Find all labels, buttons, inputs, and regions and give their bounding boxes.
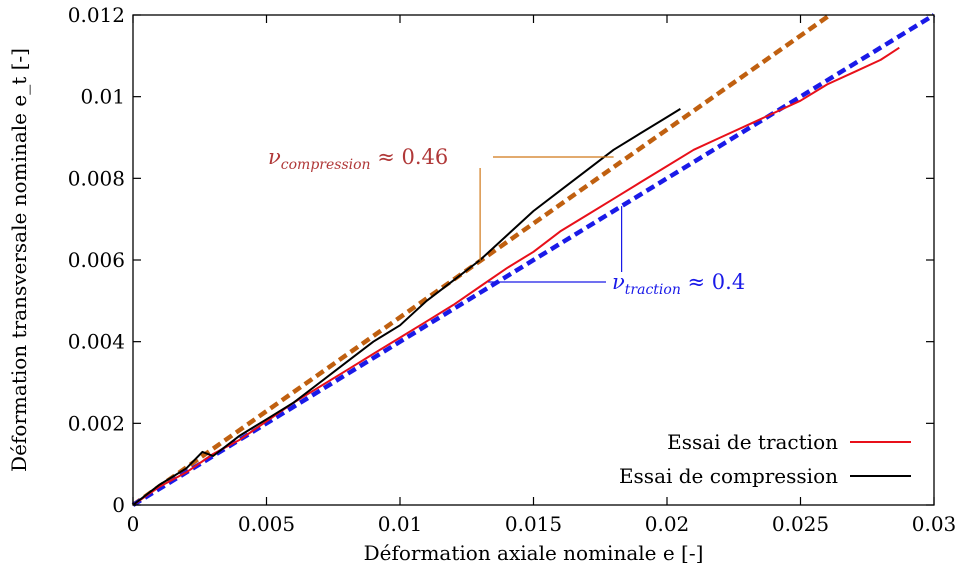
y-tick-label: 0.002 [68, 411, 125, 435]
x-tick-label: 0 [127, 512, 140, 536]
y-tick-label: 0.01 [80, 85, 125, 109]
x-tick-label: 0.005 [238, 512, 295, 536]
y-tick-label: 0.006 [68, 248, 125, 272]
x-tick-label: 0.025 [772, 512, 829, 536]
axis-ticks-layer: 0 0.005 0.01 0.015 0.02 0.025 0.03 0 0.002 0.004 0… [68, 3, 957, 536]
annotation-traction-label: νtraction ≈ 0.4 [612, 270, 745, 298]
legend: Essai de traction Essai de compression [619, 430, 911, 488]
annotation-compression-label: νcompression ≈ 0.46 [268, 145, 448, 173]
data-series-layer [132, 46, 900, 506]
series-line-1 [132, 108, 681, 506]
annotations-layer: νcompression ≈ 0.46 νtraction ≈ 0.4 [268, 145, 745, 298]
y-tick-label: 0.012 [68, 3, 125, 27]
x-tick-label: 0.015 [505, 512, 562, 536]
fit-line-3 [131, 13, 936, 507]
x-axis-label: Déformation axiale nominale e [-] [364, 541, 704, 565]
x-tick-label: 0.03 [912, 512, 957, 536]
x-tick-label: 0.01 [378, 512, 423, 536]
legend-label: Essai de traction [667, 430, 838, 454]
series-line-0 [132, 46, 900, 506]
x-tick-label: 0.02 [645, 512, 690, 536]
y-tick-label: 0.008 [68, 166, 125, 190]
legend-label: Essai de compression [619, 464, 838, 488]
y-tick-label: 0 [112, 493, 125, 517]
y-tick-label: 0.004 [68, 330, 125, 354]
y-axis-label: Déformation transversale nominale e_t [-… [7, 48, 31, 472]
